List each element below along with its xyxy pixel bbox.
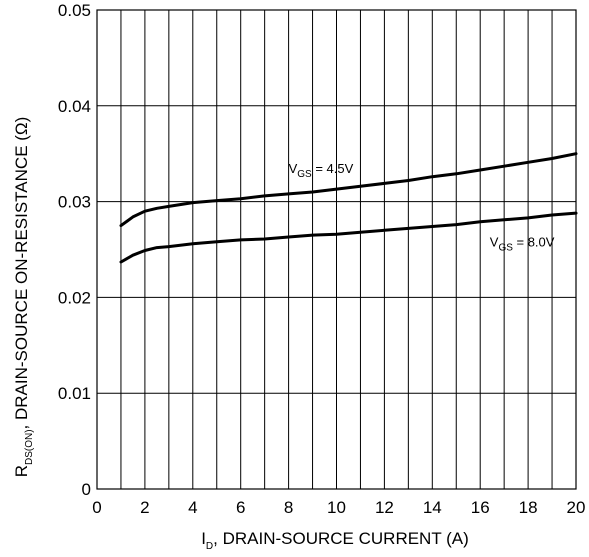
- y-tick-label: 0: [82, 480, 91, 499]
- x-tick-label: 12: [375, 498, 394, 517]
- x-tick-label: 10: [327, 498, 346, 517]
- x-tick-label: 6: [236, 498, 245, 517]
- x-tick-label: 18: [519, 498, 538, 517]
- x-tick-label: 16: [471, 498, 490, 517]
- y-tick-label: 0.05: [58, 1, 91, 20]
- y-tick-label: 0.04: [58, 97, 91, 116]
- x-tick-label: 0: [92, 498, 101, 517]
- x-tick-label: 8: [284, 498, 293, 517]
- x-tick-label: 14: [423, 498, 442, 517]
- series-annotations: VGS = 4.5V VGS = 8.0V: [289, 161, 555, 254]
- y-tick-label: 0.01: [58, 384, 91, 403]
- y-axis-tick-labels: 0 0.01 0.02 0.03 0.04 0.05: [58, 1, 91, 499]
- x-tick-label: 2: [140, 498, 149, 517]
- x-axis-title: ID, DRAIN-SOURCE CURRENT (A): [201, 529, 469, 552]
- y-tick-label: 0.02: [58, 288, 91, 307]
- series-line: [121, 213, 576, 262]
- x-tick-label: 4: [188, 498, 197, 517]
- y-tick-label: 0.03: [58, 193, 91, 212]
- x-axis-tick-labels: 0 2 4 6 8 10 12 14 16 18 20: [92, 498, 585, 517]
- series-label: VGS = 8.0V: [490, 235, 555, 254]
- y-axis-title: RDS(ON), DRAIN-SOURCE ON-RESISTANCE (Ω): [12, 117, 35, 478]
- series-label: VGS = 4.5V: [289, 161, 354, 180]
- x-tick-label: 20: [567, 498, 586, 517]
